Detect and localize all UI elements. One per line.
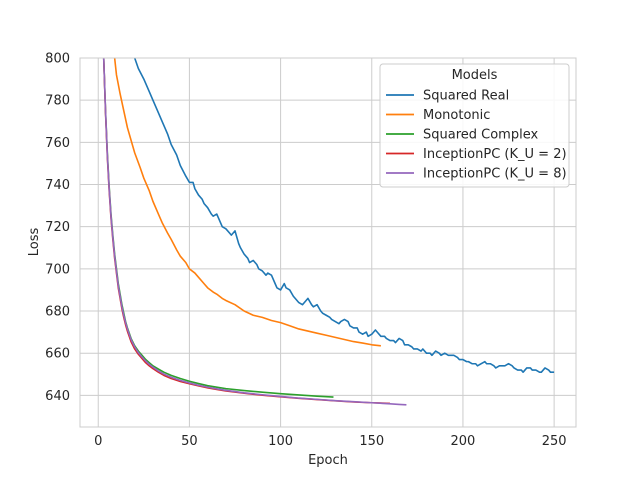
- series-line-1: [133, 58, 555, 373]
- legend-label: Squared Complex: [423, 128, 538, 143]
- legend-label: InceptionPC (K_U = 8): [423, 167, 567, 182]
- y-tick-label: 740: [45, 178, 70, 193]
- y-axis-ticks: 640 660 680 700 720 740 760 780 800: [45, 52, 70, 404]
- series-line-2: [113, 58, 381, 347]
- y-tick-label: 780: [45, 94, 70, 109]
- y-tick-label: 720: [45, 220, 70, 235]
- legend-label: Monotonic: [423, 108, 490, 123]
- x-tick-label: 50: [181, 434, 198, 449]
- legend-box: [379, 63, 570, 188]
- y-axis-label: Loss: [27, 228, 42, 257]
- y-tick-label: 660: [45, 347, 70, 362]
- x-axis-label: Epoch: [308, 453, 348, 468]
- y-tick-label: 760: [45, 136, 70, 151]
- x-axis-ticks: 0 50 100 150 200 250: [94, 434, 566, 449]
- plot-frame: [79, 57, 577, 428]
- x-tick-label: 0: [94, 434, 102, 449]
- legend: Models Squared Real Monotonic Squared Compl…: [379, 63, 570, 188]
- series-lines: [102, 58, 555, 406]
- legend-title: Models: [452, 68, 498, 83]
- y-tick-label: 680: [45, 305, 70, 320]
- y-tick-label: 640: [45, 389, 70, 404]
- x-tick-label: 250: [542, 434, 567, 449]
- y-tick-label: 700: [45, 262, 70, 277]
- y-tick-label: 800: [45, 52, 70, 67]
- legend-label: Squared Real: [423, 89, 509, 104]
- x-tick-label: 200: [451, 434, 476, 449]
- series-line-5: [102, 58, 407, 406]
- x-tick-label: 150: [359, 434, 384, 449]
- legend-label: InceptionPC (K_U = 2): [423, 147, 567, 162]
- x-tick-label: 100: [268, 434, 293, 449]
